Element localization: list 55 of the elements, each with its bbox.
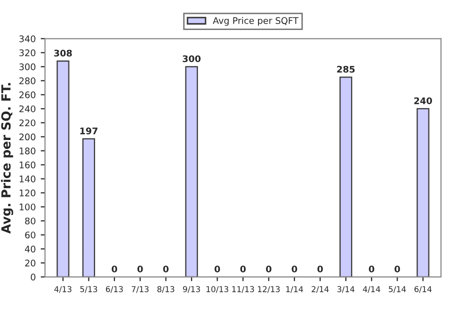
bar	[340, 76, 352, 277]
bar	[416, 108, 430, 277]
data-label: 0	[317, 266, 323, 272]
y-tick-label: 240	[19, 105, 36, 112]
y-tick-label: 340	[19, 35, 36, 42]
y-tick-label: 260	[19, 91, 36, 98]
y-tick-label: 220	[19, 119, 36, 126]
y-tick-label: 120	[20, 190, 36, 196]
legend-label: Avg Price per SQFT	[212, 17, 299, 26]
x-tick-label: 4/14	[362, 286, 380, 293]
x-tick-label: 12/13	[258, 286, 280, 293]
y-tick-label: 200	[19, 133, 36, 140]
y-axis-title: Avg. Price per SQ. FT.	[0, 83, 14, 234]
data-label: 197	[80, 128, 98, 134]
bar	[82, 138, 96, 277]
x-tick-label: 6/14	[414, 286, 432, 293]
x-tick-label: 11/13	[232, 286, 254, 293]
data-label: 0	[394, 266, 400, 272]
data-label: 240	[414, 97, 432, 104]
y-tick-label: 100	[20, 204, 36, 210]
data-label: 0	[137, 266, 143, 272]
y-tick-label: 40	[24, 246, 36, 252]
y-tick-label: 20	[25, 260, 36, 266]
x-tick-label: 3/14	[337, 286, 354, 293]
data-label: 0	[266, 266, 272, 272]
x-tick-label: 6/13	[106, 286, 123, 293]
y-tick-label: 320	[19, 49, 36, 56]
data-label: 0	[292, 266, 298, 272]
x-tick-label: 4/13	[54, 286, 72, 293]
bar	[185, 66, 198, 277]
x-tick-label: 1/14	[286, 286, 304, 293]
x-tick-label: 10/13	[206, 286, 228, 293]
y-tick-label: 60	[25, 232, 36, 238]
y-tick-label: 180	[20, 148, 36, 154]
data-label: 0	[163, 266, 169, 272]
data-label: 0	[214, 266, 220, 272]
y-tick-label: 80	[25, 218, 36, 224]
y-tick-label: 160	[20, 162, 36, 168]
data-label: 285	[337, 66, 355, 73]
x-tick-label: 5/14	[388, 286, 406, 293]
bar	[56, 60, 70, 277]
x-tick-label: 9/13	[183, 286, 200, 293]
x-tick-label: 2/14	[312, 286, 329, 293]
data-label: 300	[182, 55, 201, 62]
data-label: 0	[112, 266, 118, 272]
data-label: 0	[368, 266, 374, 272]
y-tick-label: 300	[19, 63, 36, 70]
x-tick-label: 7/13	[132, 286, 149, 293]
y-tick-label: 280	[19, 77, 36, 84]
x-tick-label: 8/13	[157, 286, 174, 293]
data-label: 0	[240, 266, 246, 272]
x-tick-label: 5/13	[80, 286, 98, 293]
y-tick-label: 0	[30, 274, 36, 280]
y-tick-label: 140	[20, 176, 36, 182]
data-label: 308	[54, 50, 72, 57]
